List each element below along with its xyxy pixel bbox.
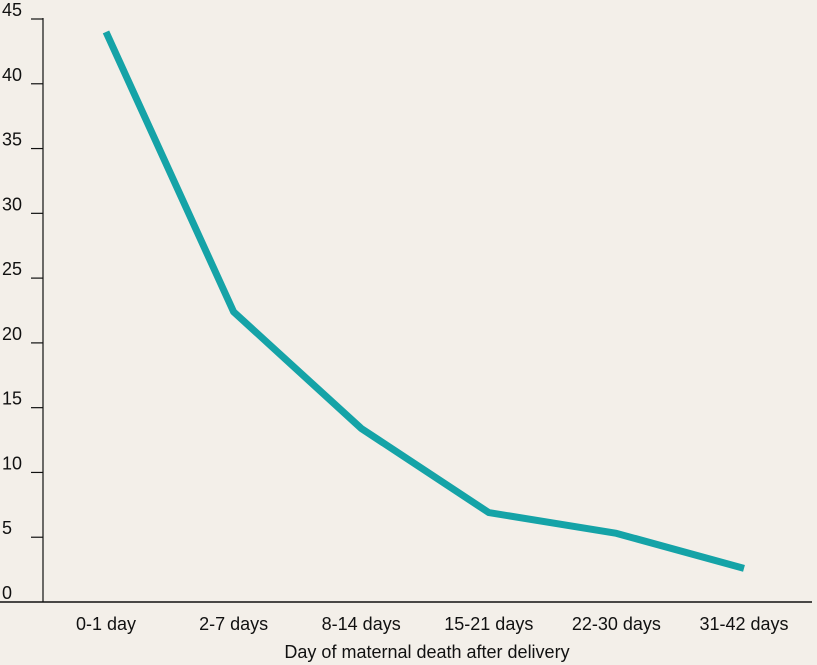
y-tick-label: 10 xyxy=(2,453,22,473)
x-tick-label: 0-1 day xyxy=(76,614,136,634)
y-tick-label: 15 xyxy=(2,389,22,409)
y-tick-label: 35 xyxy=(2,130,22,150)
y-tick-label: 30 xyxy=(2,194,22,214)
y-tick-label: 0 xyxy=(2,583,12,603)
y-tick-label: 40 xyxy=(2,65,22,85)
y-tick-label: 25 xyxy=(2,259,22,279)
x-tick-label: 2-7 days xyxy=(199,614,268,634)
x-tick-label: 15-21 days xyxy=(444,614,533,634)
y-axis: 0 5 10 15 20 25 30 35 40 45 xyxy=(2,0,44,603)
y-tick-label: 45 xyxy=(2,0,22,20)
y-tick-label: 20 xyxy=(2,324,22,344)
series-layer xyxy=(102,30,745,572)
x-axis-title: Day of maternal death after delivery xyxy=(284,642,569,662)
x-tick-label: 31-42 days xyxy=(699,614,788,634)
y-tick-label: 5 xyxy=(2,518,12,538)
x-axis: 0-1 day 2-7 days 8-14 days 15-21 days 22-30 … xyxy=(0,601,812,634)
x-tick-label: 22-30 days xyxy=(572,614,661,634)
series-line xyxy=(102,30,745,572)
x-tick-label: 8-14 days xyxy=(322,614,401,634)
